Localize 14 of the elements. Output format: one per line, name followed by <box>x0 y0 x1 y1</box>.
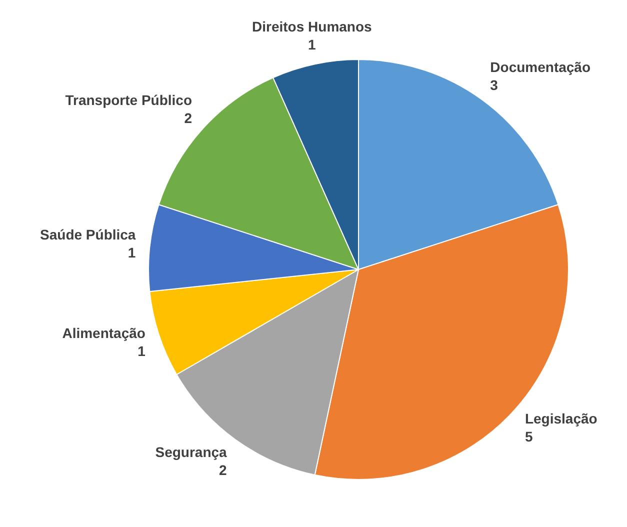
slice-label: Segurança <box>155 444 228 460</box>
data-label: 2 <box>219 462 228 478</box>
data-label: 1 <box>138 342 146 359</box>
slice-label: Documentação <box>490 58 591 75</box>
data-label: 1 <box>308 36 316 53</box>
slice-label: Alimentação <box>62 324 146 341</box>
data-label: 2 <box>184 110 192 126</box>
data-label: 1 <box>128 244 136 260</box>
slice-label: Saúde Pública <box>40 226 136 242</box>
slice-label: Legislação <box>524 410 598 427</box>
data-label: 3 <box>490 76 498 93</box>
slice-label: Transporte Público <box>65 92 192 108</box>
data-label: 5 <box>524 428 533 445</box>
slice-label: Direitos Humanos <box>252 18 372 35</box>
